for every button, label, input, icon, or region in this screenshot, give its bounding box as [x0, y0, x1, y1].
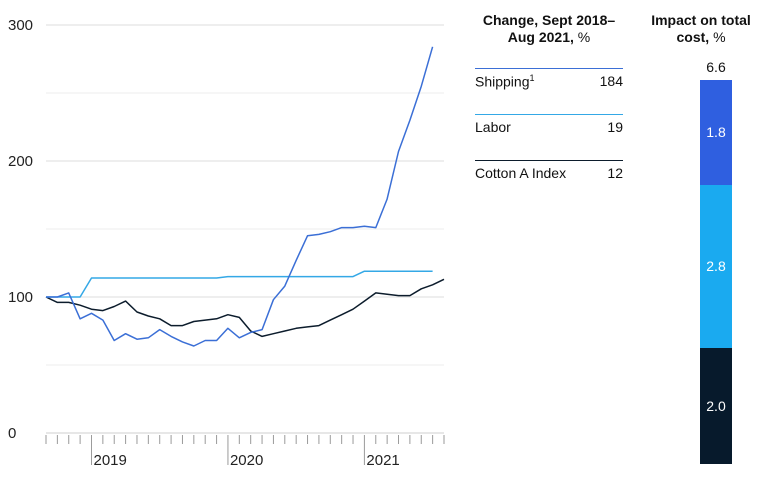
- line-chart: 300 200 100 0 2019 2020 2021: [8, 17, 445, 469]
- series-lines: [45, 46, 445, 347]
- y-tick-label: 300: [8, 17, 33, 34]
- table-row-shipping: Shipping1 184: [475, 68, 623, 90]
- row-label: Cotton A Index: [475, 165, 567, 181]
- x-tick-label: 2020: [230, 452, 263, 469]
- table-row-labor: Labor 19: [475, 114, 623, 135]
- table-row-cotton: Cotton A Index 12: [475, 160, 623, 181]
- change-table: Change, Sept 2018–Aug 2021, % Shipping1 …: [475, 12, 623, 181]
- series-line-cotton-a-index: [45, 278, 445, 338]
- y-tick-label: 200: [8, 153, 33, 170]
- change-table-unit: %: [577, 29, 591, 45]
- y-tick-label: 100: [8, 289, 33, 306]
- row-value: 12: [607, 165, 623, 181]
- row-value: 184: [599, 73, 623, 89]
- x-tick-label: 2021: [366, 452, 399, 469]
- change-table-title: Change, Sept 2018–Aug 2021,: [482, 12, 616, 45]
- row-label: Shipping: [475, 73, 530, 90]
- y-tick-label: 0: [8, 425, 16, 442]
- impact-header: Impact on total cost, %: [648, 12, 754, 46]
- impact-segment-labor: 2.8: [700, 184, 732, 348]
- x-tick-label: 2019: [93, 452, 126, 469]
- impact-total: 6.6: [706, 59, 726, 75]
- segment-label: 2.8: [706, 258, 726, 275]
- series-line-shipping: [46, 46, 434, 347]
- x-axis: 2019 2020 2021: [45, 435, 445, 469]
- impact-segment-shipping: 1.8: [700, 80, 732, 185]
- segment-label: 2.0: [706, 397, 726, 414]
- footnote-marker: 1: [529, 73, 535, 83]
- row-value: 19: [607, 119, 623, 135]
- impact-unit: %: [713, 29, 726, 45]
- grid: 300 200 100 0: [8, 17, 444, 442]
- impact-segment-cotton: 2.0: [700, 347, 732, 464]
- impact-title: Impact on total cost,: [651, 12, 751, 45]
- change-table-header: Change, Sept 2018–Aug 2021, %: [475, 12, 623, 46]
- series-line-labor: [46, 270, 433, 298]
- segment-label: 1.8: [706, 124, 726, 141]
- row-label: Labor: [475, 119, 511, 135]
